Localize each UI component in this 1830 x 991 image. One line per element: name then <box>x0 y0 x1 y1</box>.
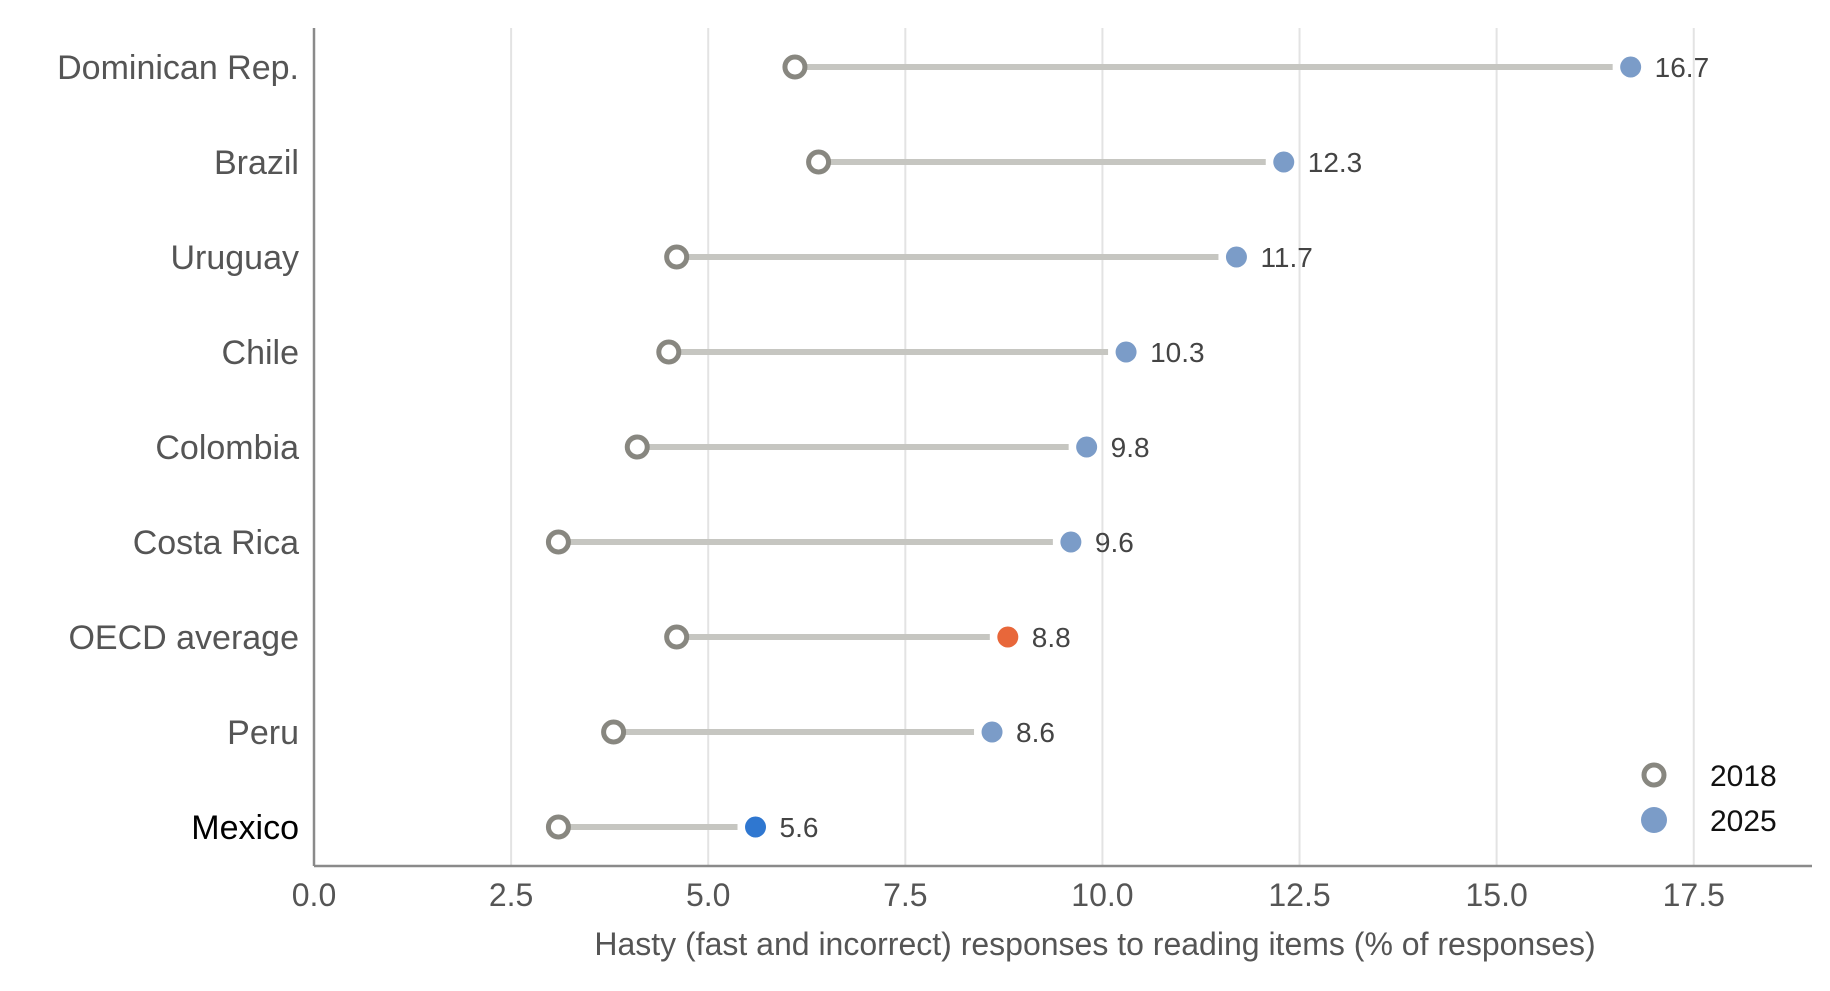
value-label: 5.6 <box>780 812 819 843</box>
point-2025 <box>1273 151 1295 173</box>
legend: 2018 2025 <box>1641 760 1777 838</box>
legend-2018-label: 2018 <box>1710 760 1777 793</box>
point-2025 <box>745 816 767 838</box>
point-2025 <box>1076 436 1098 458</box>
dumbbell-marks: 16.7 12.3 11.7 10.3 9.8 9.6 8.8 8.6 5.6 <box>545 52 1710 843</box>
point-2018 <box>545 814 571 840</box>
category-label: OECD average <box>68 619 299 657</box>
value-label: 11.7 <box>1260 242 1312 273</box>
x-tick-label: 7.5 <box>883 877 927 913</box>
legend-2025-label: 2025 <box>1710 805 1777 838</box>
value-label: 8.6 <box>1016 717 1055 748</box>
x-tick-label: 15.0 <box>1465 877 1527 913</box>
x-tick-label: 5.0 <box>686 877 730 913</box>
x-tick-label: 12.5 <box>1268 877 1330 913</box>
value-label: 8.8 <box>1032 622 1071 653</box>
category-labels: Dominican Rep. Brazil Uruguay Chile Colombia… <box>57 49 299 847</box>
category-label: Brazil <box>214 144 299 182</box>
point-2018 <box>656 339 682 365</box>
category-label: Chile <box>222 334 299 372</box>
point-2025 <box>1060 531 1082 553</box>
point-2018 <box>601 719 627 745</box>
value-label: 10.3 <box>1150 337 1205 368</box>
x-tick-label: 10.0 <box>1071 877 1133 913</box>
point-2025 <box>1115 341 1137 363</box>
point-2018 <box>806 149 832 175</box>
point-2025 <box>997 626 1019 648</box>
point-2018 <box>664 244 690 270</box>
category-label: Mexico <box>191 809 299 847</box>
legend-2018-marker <box>1641 762 1667 788</box>
point-2025 <box>981 721 1003 743</box>
category-label: Uruguay <box>170 239 299 277</box>
point-2018 <box>624 434 650 460</box>
value-label: 16.7 <box>1655 52 1710 83</box>
category-label: Costa Rica <box>133 524 299 562</box>
value-label: 9.8 <box>1111 432 1150 463</box>
value-label: 9.6 <box>1095 527 1134 558</box>
x-tick-label: 17.5 <box>1663 877 1725 913</box>
point-2018 <box>545 529 571 555</box>
point-2025 <box>1620 56 1642 78</box>
x-tick-labels: 0.0 2.5 5.0 7.5 10.0 12.5 15.0 17.5 <box>292 877 1725 913</box>
point-2025 <box>1225 246 1247 268</box>
x-axis-title: Hasty (fast and incorrect) responses to … <box>594 926 1595 962</box>
point-2018 <box>782 54 808 80</box>
x-tick-label: 2.5 <box>489 877 533 913</box>
category-label: Colombia <box>155 429 299 467</box>
value-label: 12.3 <box>1308 147 1363 178</box>
category-label: Dominican Rep. <box>57 49 299 87</box>
legend-2025-marker <box>1641 807 1667 833</box>
point-2018 <box>664 624 690 650</box>
category-label: Peru <box>227 714 299 752</box>
x-tick-label: 0.0 <box>292 877 336 913</box>
axes <box>312 28 1812 868</box>
